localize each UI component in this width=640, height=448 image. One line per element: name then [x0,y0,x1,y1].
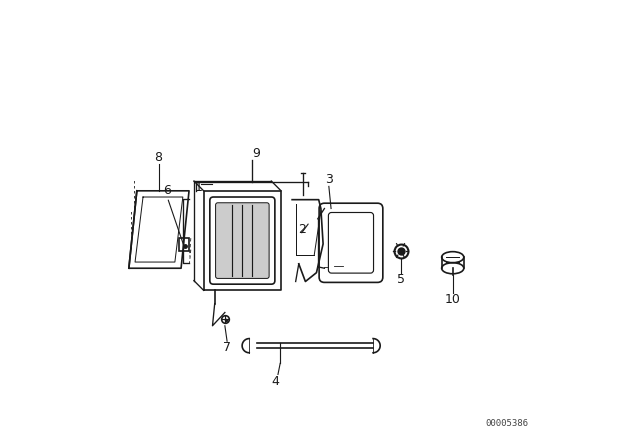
Text: 8: 8 [154,151,163,164]
Text: 2: 2 [298,223,306,236]
Text: 3: 3 [325,173,333,186]
Text: 10: 10 [445,293,461,306]
Text: 6: 6 [163,184,172,197]
Text: 1: 1 [195,181,202,194]
Text: 00005386: 00005386 [485,418,528,427]
Bar [179,238,189,250]
Text: 9: 9 [252,146,260,159]
Text: 4: 4 [272,375,280,388]
Text: 7: 7 [223,341,231,354]
Text: 5: 5 [397,273,404,286]
FancyBboxPatch shape [216,203,269,278]
